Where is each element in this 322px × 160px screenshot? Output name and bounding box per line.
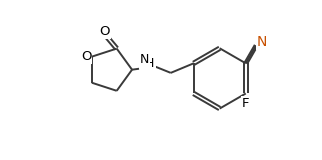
Text: F: F	[242, 97, 250, 110]
Text: N: N	[139, 53, 149, 66]
Text: O: O	[99, 25, 110, 38]
Text: H: H	[145, 57, 155, 71]
Text: N: N	[257, 35, 267, 49]
Text: O: O	[81, 50, 91, 63]
